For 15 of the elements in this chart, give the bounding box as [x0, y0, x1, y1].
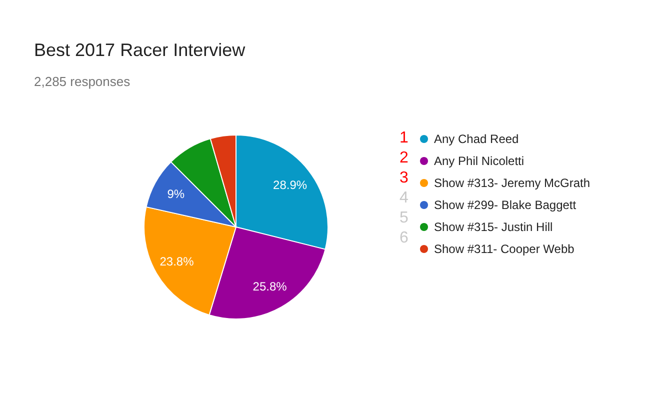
text: 3: [400, 170, 409, 186]
chart-subtitle: 2,285 responses: [34, 74, 131, 89]
data-label: 28.9%: [273, 178, 308, 192]
text: 1: [400, 130, 409, 146]
text: 2: [400, 150, 409, 166]
data-label: 9%: [167, 186, 185, 201]
legend-label: Show #315- Justin Hill: [434, 220, 553, 234]
chart-title: Best 2017 Racer Interview: [34, 40, 246, 60]
legend-label: Show #313- Jeremy McGrath: [434, 176, 590, 190]
legend-label: Show #299- Blake Baggett: [434, 198, 577, 212]
legend-label: Show #311- Cooper Webb: [434, 242, 575, 256]
legend-label: Any Phil Nicoletti: [434, 154, 524, 168]
data-label: 23.8%: [160, 254, 194, 269]
data-label: 25.8%: [252, 280, 288, 294]
legend-label: Any Chad Reed: [434, 132, 519, 146]
